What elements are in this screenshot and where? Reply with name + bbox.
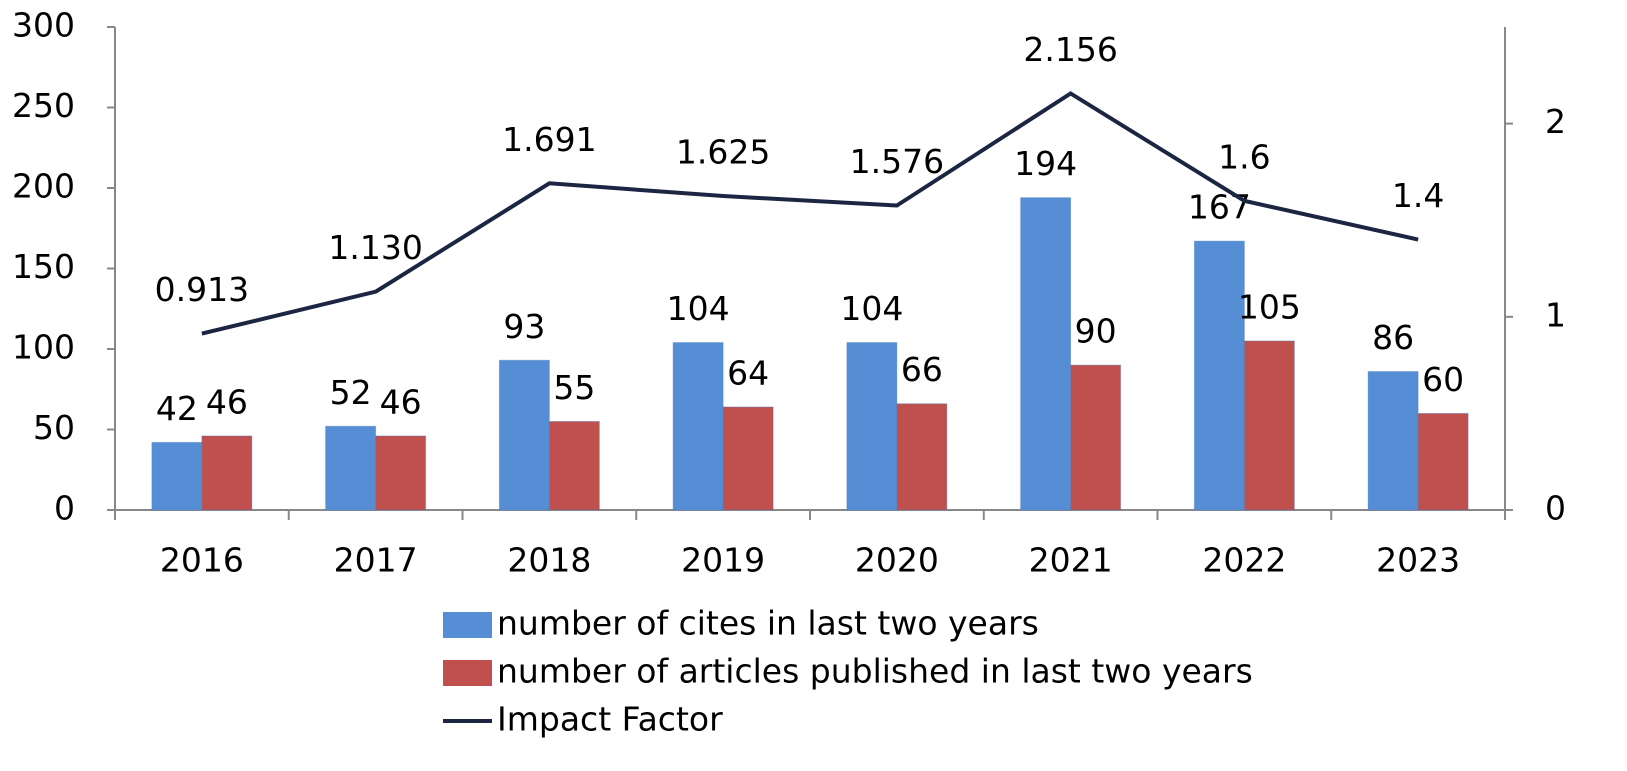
bar bbox=[846, 342, 898, 511]
bar-value-label: 64 bbox=[727, 353, 769, 392]
bar bbox=[498, 359, 550, 511]
y-tick-label: 100 bbox=[12, 328, 75, 367]
x-tick-label: 2021 bbox=[1029, 541, 1113, 580]
bar-value-label: 93 bbox=[503, 307, 545, 346]
bar bbox=[672, 342, 724, 511]
x-tick-label: 2022 bbox=[1202, 541, 1286, 580]
y-tick-label: 200 bbox=[12, 167, 75, 206]
legend-swatch bbox=[443, 612, 492, 638]
x-tick-label: 2019 bbox=[681, 541, 765, 580]
bar-value-label: 86 bbox=[1372, 318, 1414, 357]
legend-label: number of cites in last two years bbox=[497, 604, 1039, 643]
x-tick-label: 2016 bbox=[160, 541, 244, 580]
bar bbox=[1243, 340, 1295, 511]
bar-value-label: 194 bbox=[1014, 144, 1077, 183]
x-tick-label: 2020 bbox=[855, 541, 939, 580]
bar bbox=[896, 403, 948, 511]
bar-value-label: 105 bbox=[1238, 287, 1301, 326]
bar bbox=[375, 435, 427, 511]
bar bbox=[1070, 364, 1122, 511]
x-tick-label: 2023 bbox=[1376, 541, 1460, 580]
legend-swatch bbox=[443, 660, 492, 686]
bar bbox=[548, 420, 600, 511]
bar bbox=[325, 425, 377, 511]
bar-value-label: 167 bbox=[1188, 188, 1251, 227]
y-tick-label: 50 bbox=[33, 408, 75, 447]
line-value-label: 2.156 bbox=[1023, 30, 1117, 69]
bar bbox=[1020, 197, 1072, 511]
x-tick-label: 2017 bbox=[334, 541, 418, 580]
x-tick-label: 2018 bbox=[507, 541, 591, 580]
legend-label: number of articles published in last two… bbox=[497, 652, 1253, 691]
y-tick-label: 300 bbox=[12, 6, 75, 45]
bar bbox=[201, 435, 253, 511]
bar-value-label: 104 bbox=[840, 289, 903, 328]
bar bbox=[1417, 412, 1469, 511]
line-value-label: 1.576 bbox=[850, 142, 944, 181]
y2-tick-label: 0 bbox=[1545, 489, 1566, 528]
legend-label: Impact Factor bbox=[497, 700, 723, 739]
y2-tick-label: 1 bbox=[1545, 295, 1566, 334]
bar bbox=[151, 441, 203, 511]
bar-value-label: 46 bbox=[380, 382, 422, 421]
line-value-label: 1.130 bbox=[328, 228, 422, 267]
bar-value-label: 104 bbox=[667, 289, 730, 328]
line-value-label: 0.913 bbox=[155, 270, 249, 309]
line bbox=[201, 91, 1419, 336]
y2-tick-label: 2 bbox=[1545, 102, 1566, 141]
line-value-label: 1.6 bbox=[1218, 137, 1270, 176]
bar-value-label: 90 bbox=[1075, 312, 1117, 351]
bar-value-label: 52 bbox=[330, 373, 372, 412]
line-value-label: 1.4 bbox=[1392, 176, 1444, 215]
bar bbox=[1367, 371, 1419, 511]
y-tick-label: 0 bbox=[54, 489, 75, 528]
line-value-label: 1.691 bbox=[502, 120, 596, 159]
bar-value-label: 46 bbox=[206, 382, 248, 421]
bar-value-label: 66 bbox=[901, 350, 943, 389]
bar-value-label: 55 bbox=[553, 368, 595, 407]
line-value-label: 1.625 bbox=[676, 133, 770, 172]
bar-value-label: 42 bbox=[156, 389, 198, 428]
bar bbox=[1193, 240, 1245, 511]
y-tick-label: 150 bbox=[12, 247, 75, 286]
bar-value-label: 60 bbox=[1422, 360, 1464, 399]
y-tick-label: 250 bbox=[12, 86, 75, 125]
bar bbox=[722, 406, 774, 511]
